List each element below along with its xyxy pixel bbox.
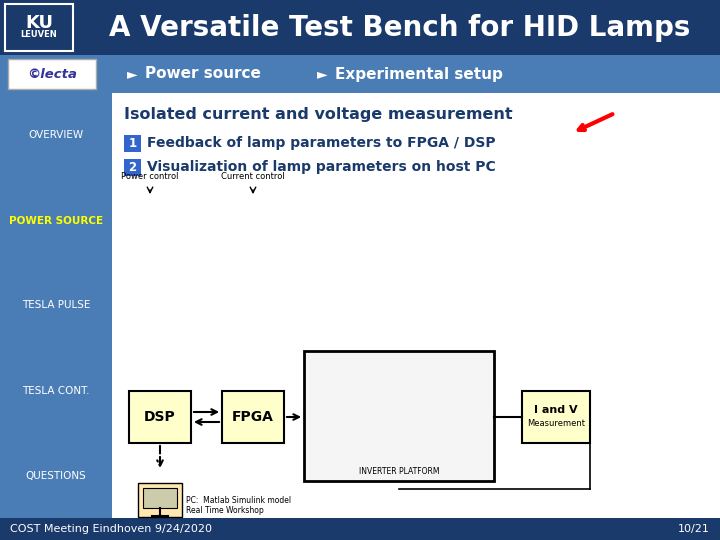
Text: FPGA: FPGA bbox=[232, 410, 274, 424]
Text: Visualization of lamp parameters on host PC: Visualization of lamp parameters on host… bbox=[147, 160, 496, 174]
Text: 10/21: 10/21 bbox=[678, 524, 710, 534]
Text: Experimental setup: Experimental setup bbox=[335, 66, 503, 82]
Text: Power control: Power control bbox=[121, 172, 179, 181]
FancyBboxPatch shape bbox=[5, 4, 73, 51]
Text: POWER SOURCE: POWER SOURCE bbox=[9, 215, 103, 226]
Text: OVERVIEW: OVERVIEW bbox=[28, 131, 84, 140]
Text: I and V: I and V bbox=[534, 405, 578, 415]
Bar bbox=[124, 135, 141, 152]
Text: TESLA CONT.: TESLA CONT. bbox=[22, 386, 90, 395]
Bar bbox=[0, 518, 720, 540]
Bar bbox=[143, 488, 177, 508]
Text: Isolated current and voltage measurement: Isolated current and voltage measurement bbox=[124, 107, 513, 123]
Bar bbox=[112, 93, 720, 518]
Text: Power source: Power source bbox=[145, 66, 261, 82]
Text: KU: KU bbox=[25, 14, 53, 31]
Bar bbox=[0, 0, 720, 55]
Text: DSP: DSP bbox=[144, 410, 176, 424]
Text: COST Meeting Eindhoven 9/24/2020: COST Meeting Eindhoven 9/24/2020 bbox=[10, 524, 212, 534]
Text: ►: ► bbox=[317, 67, 328, 81]
Text: 2: 2 bbox=[128, 161, 137, 174]
Text: 1: 1 bbox=[128, 137, 137, 150]
Text: TESLA PULSE: TESLA PULSE bbox=[22, 300, 90, 310]
Bar bbox=[222, 391, 284, 443]
Text: Current control: Current control bbox=[221, 172, 285, 181]
Text: INVERTER PLATFORM: INVERTER PLATFORM bbox=[359, 468, 439, 476]
Text: A Versatile Test Bench for HID Lamps: A Versatile Test Bench for HID Lamps bbox=[109, 14, 690, 42]
Text: ►: ► bbox=[127, 67, 138, 81]
Text: PC:  Matlab Simulink model: PC: Matlab Simulink model bbox=[186, 496, 291, 505]
Bar bbox=[522, 391, 590, 443]
Text: QUESTIONS: QUESTIONS bbox=[26, 470, 86, 481]
Text: Real Time Workshop: Real Time Workshop bbox=[186, 506, 264, 515]
Bar bbox=[304, 351, 494, 481]
Text: ©lecta: ©lecta bbox=[27, 68, 77, 80]
Text: LEUVEN: LEUVEN bbox=[21, 30, 58, 39]
Bar bbox=[124, 159, 141, 176]
Bar bbox=[0, 93, 112, 518]
Text: Measurement: Measurement bbox=[527, 420, 585, 429]
FancyBboxPatch shape bbox=[138, 483, 182, 517]
FancyBboxPatch shape bbox=[8, 59, 96, 89]
Bar bbox=[129, 391, 191, 443]
Bar bbox=[0, 55, 720, 93]
Text: Feedback of lamp parameters to FPGA / DSP: Feedback of lamp parameters to FPGA / DS… bbox=[147, 137, 495, 151]
